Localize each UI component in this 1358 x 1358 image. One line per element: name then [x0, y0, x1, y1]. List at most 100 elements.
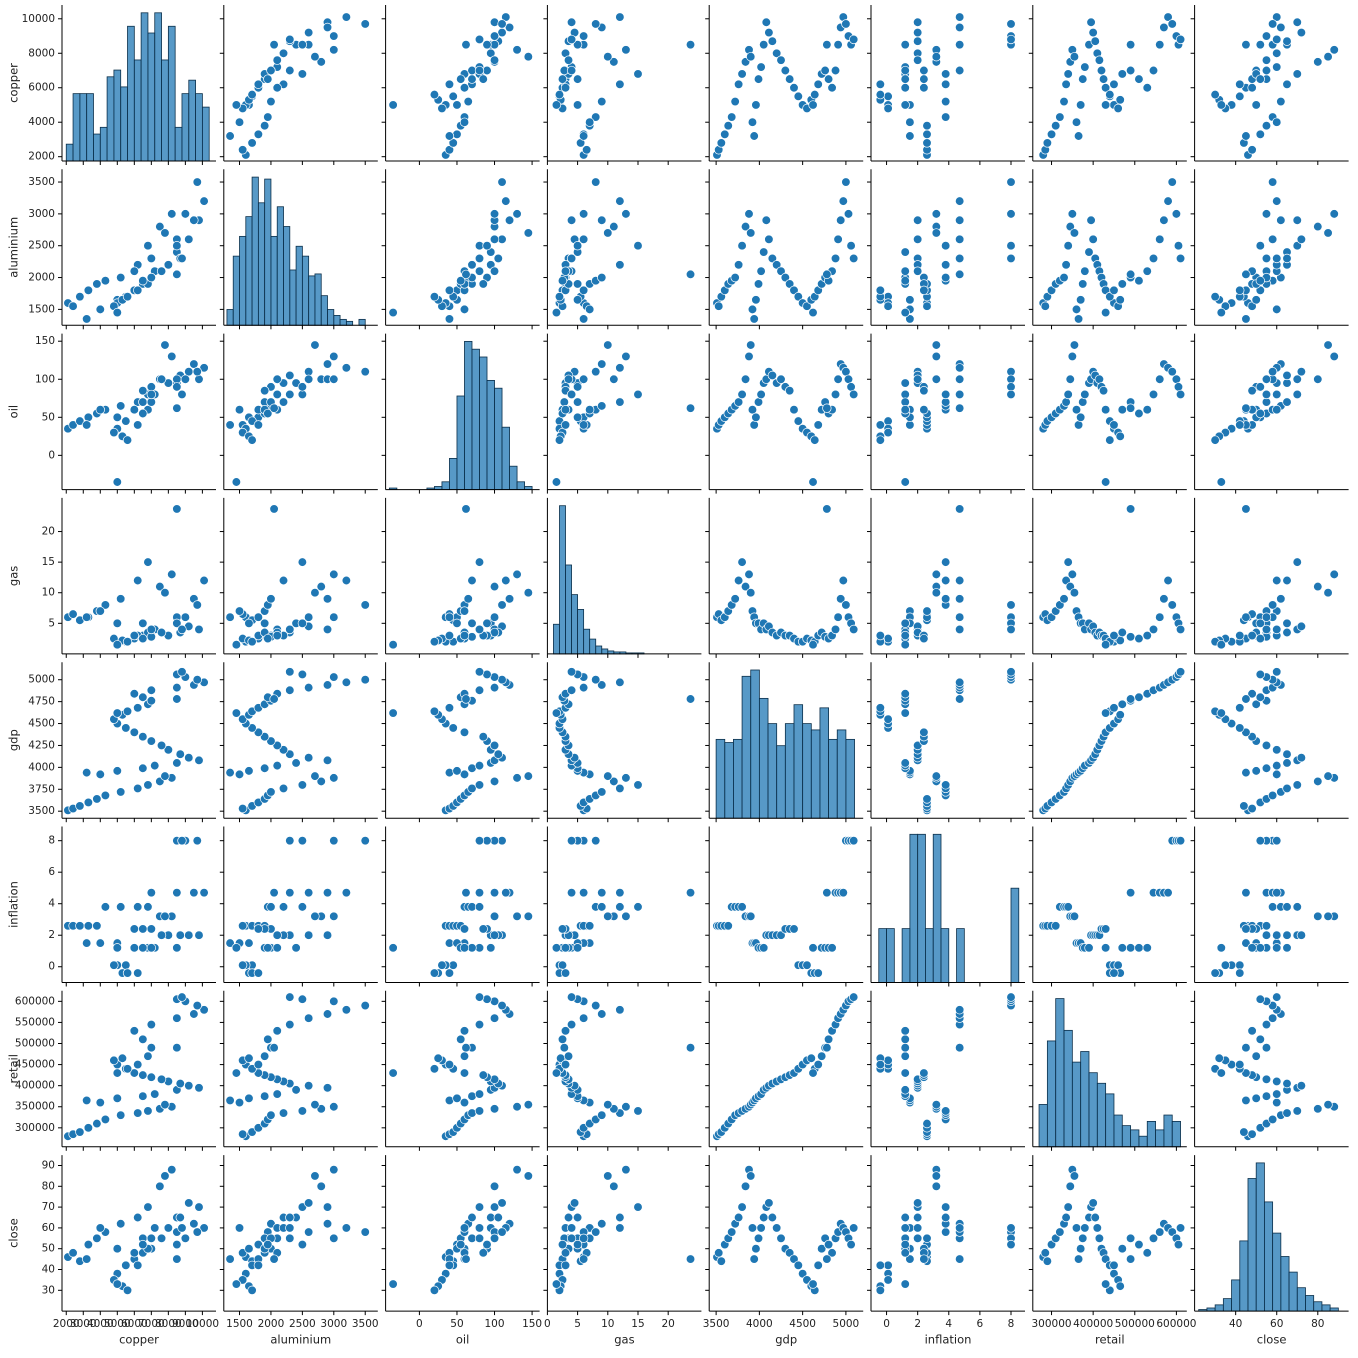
scatter-point [727, 112, 737, 122]
scatter-point [597, 1219, 607, 1229]
scatter-point [900, 1085, 910, 1095]
scatter-point [172, 403, 182, 413]
x-tick-label: 5 [574, 1318, 581, 1330]
scatter-point [285, 389, 295, 400]
scatter-point [474, 1019, 485, 1030]
scatter-point [329, 1233, 339, 1243]
scatter-point [931, 771, 941, 781]
scatter-point [1163, 575, 1173, 586]
scatter-point [297, 994, 308, 1004]
scatter-point [360, 600, 370, 610]
scatter-point [310, 771, 320, 781]
hist-bar [940, 928, 950, 983]
scatter-point [597, 1110, 607, 1120]
scatter-point [554, 435, 565, 445]
scatter-point [278, 397, 289, 407]
scatter-point [297, 39, 308, 50]
scatter-point [1061, 260, 1071, 270]
scatter-point [1155, 1227, 1165, 1237]
scatter-point [1006, 209, 1016, 219]
scatter-point [1134, 276, 1144, 286]
scatter-point [272, 83, 282, 93]
scatter-point [172, 269, 182, 280]
scatter-point [266, 1110, 276, 1120]
scatter-point [919, 386, 929, 396]
scatter-point [900, 708, 910, 718]
x-tick-label: 2000 [53, 1318, 80, 1330]
scatter-point [1323, 1099, 1333, 1110]
scatter-point [841, 19, 851, 29]
scatter-point [941, 69, 951, 79]
scatter-point [489, 266, 500, 276]
hist-bar [1010, 887, 1020, 983]
y-axis-label: aluminium [7, 217, 21, 278]
scatter-point [129, 630, 139, 641]
scatter-point [138, 276, 148, 286]
y-tick-label: 350000 [15, 1101, 55, 1113]
scatter-point [247, 89, 257, 100]
scatter-point [1239, 801, 1249, 811]
x-tick-label: 15 [631, 1318, 644, 1330]
hist-bar [1272, 1232, 1282, 1312]
panel [219, 990, 378, 1151]
scatter-point [1117, 1244, 1127, 1254]
scatter-point [776, 930, 786, 940]
scatter-point [813, 1059, 823, 1070]
scatter-point [291, 943, 301, 953]
scatter-point [444, 630, 455, 641]
scatter-point [905, 131, 915, 141]
y-tick-label: 3500 [28, 176, 55, 188]
scatter-point [474, 992, 485, 1002]
scatter-point [1329, 351, 1339, 362]
scatter-point [260, 1051, 270, 1061]
scatter-point [1272, 253, 1282, 264]
scatter-point [597, 96, 607, 107]
scatter-point [813, 1260, 823, 1270]
scatter-point [955, 575, 965, 586]
y-axis-label: retail [7, 1054, 21, 1084]
scatter-point [329, 836, 339, 846]
hist-bar [456, 395, 465, 490]
scatter-point [1071, 405, 1082, 415]
scatter-point [112, 766, 122, 776]
hist-bar [501, 426, 510, 491]
scatter-point [504, 215, 515, 225]
scatter-point [184, 234, 194, 244]
scatter-point [231, 100, 242, 110]
scatter-point [615, 260, 625, 270]
scatter-point [463, 594, 473, 604]
scatter-point [1117, 279, 1127, 289]
hist-bar [308, 275, 316, 326]
scatter-point [883, 103, 893, 114]
scatter-point [1109, 420, 1119, 430]
hist-bar [917, 833, 926, 983]
hist-bar [106, 76, 115, 162]
scatter-point [109, 1055, 119, 1066]
scatter-point [900, 405, 910, 415]
scatter-point [482, 1239, 492, 1250]
scatter-point [285, 370, 295, 381]
scatter-point [789, 405, 799, 415]
scatter-point [482, 241, 492, 251]
scatter-point [461, 1043, 471, 1053]
scatter-point [523, 1099, 533, 1110]
scatter-point [1267, 177, 1278, 187]
scatter-point [566, 17, 577, 27]
scatter-point [1272, 1097, 1282, 1108]
scatter-point [266, 902, 276, 912]
scatter-point [578, 1233, 589, 1243]
scatter-point [1261, 763, 1272, 773]
scatter-point [341, 12, 352, 22]
scatter-point [489, 1181, 500, 1191]
scatter-point [1063, 557, 1073, 567]
panel [1190, 497, 1349, 658]
scatter-point [591, 1000, 601, 1011]
scatter-point [931, 351, 941, 362]
scatter-point [822, 403, 832, 413]
scatter-point [474, 888, 485, 898]
scatter-point [900, 1051, 910, 1061]
scatter-point [810, 89, 820, 100]
scatter-point [1006, 1239, 1016, 1250]
scatter-point [1063, 1202, 1073, 1212]
scatter-point [199, 888, 209, 898]
